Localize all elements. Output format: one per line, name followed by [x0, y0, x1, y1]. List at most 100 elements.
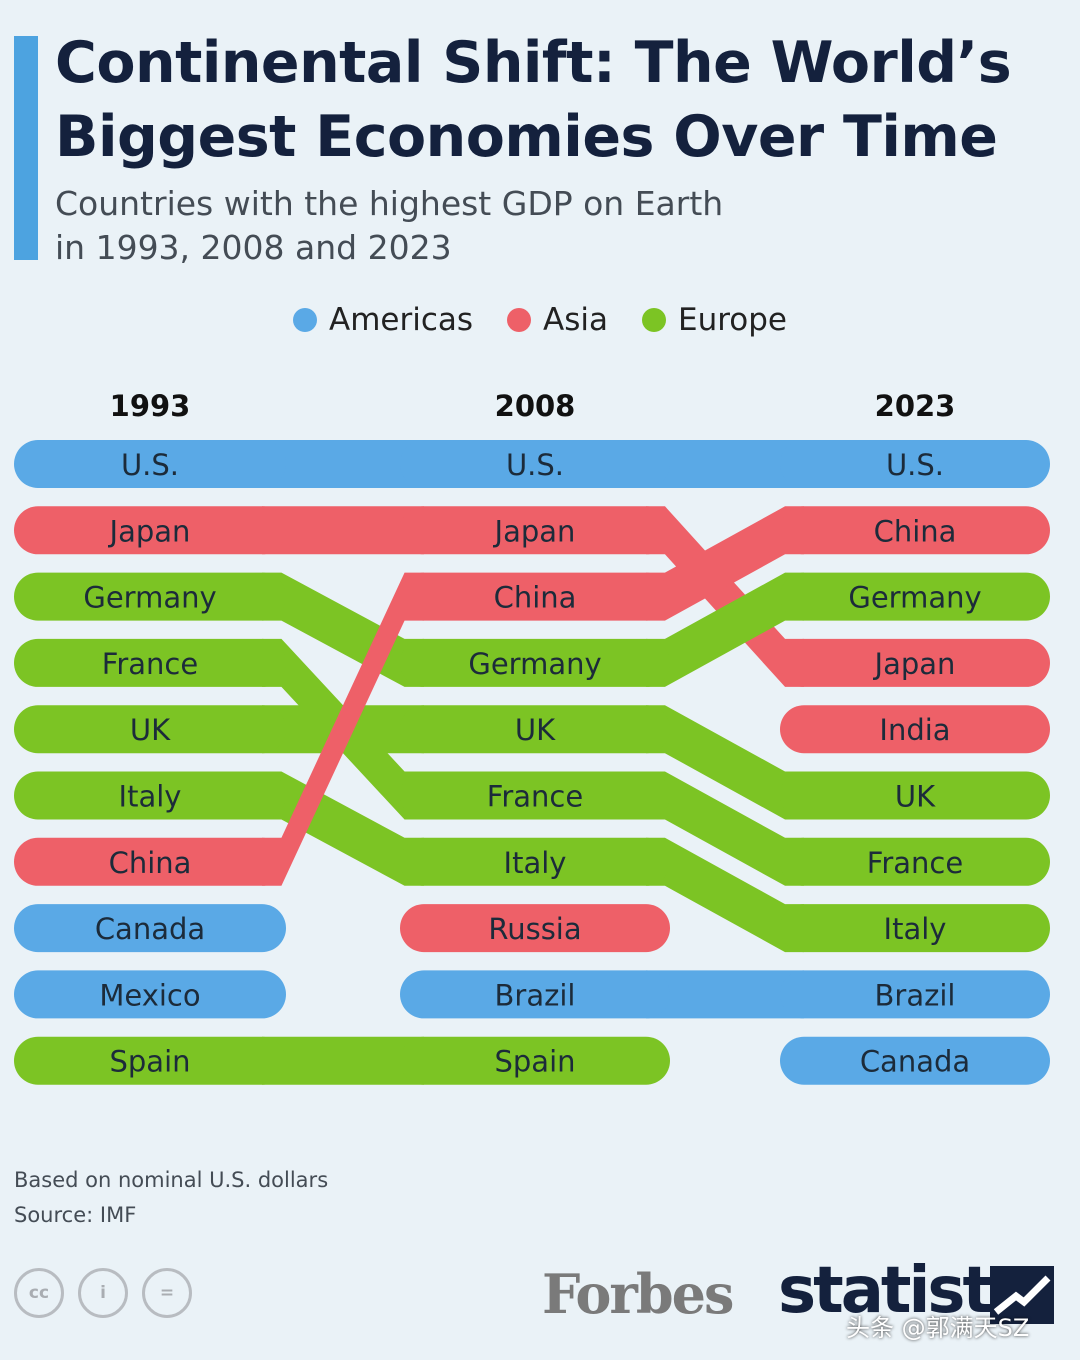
pill-germany-2023 [780, 572, 1050, 621]
pills-layer [14, 440, 1050, 1085]
label-germany-1993: Germany [83, 581, 216, 615]
label-u-s-1993: U.S. [121, 448, 179, 482]
ranking-chart: 1993 2008 2023 U.S. Japan Germany France UK Ital… [14, 389, 1050, 1085]
year-header-2008: 2008 [495, 389, 576, 423]
band-france-2008-2023 [646, 771, 804, 886]
pill-brazil-2023 [780, 970, 1050, 1019]
pill-france-1993 [14, 638, 286, 687]
label-spain-1993: Spain [109, 1045, 190, 1079]
labels-layer: U.S. Japan Germany France UK Italy China Canada… [83, 448, 981, 1079]
pill-india-2023 [780, 705, 1050, 754]
label-china-2023: China [874, 514, 957, 548]
legend-dot-asia [507, 308, 532, 332]
pill-uk-2023 [780, 771, 1050, 820]
pill-china-1993 [14, 837, 286, 886]
band-brazil-2008-2023 [646, 970, 804, 1019]
pill-italy-2008 [400, 837, 670, 886]
forbes-logo: Forbes [542, 1262, 734, 1326]
legend-label-asia: Asia [543, 302, 608, 338]
year-header-2023: 2023 [875, 389, 956, 423]
watermark: 头条 @郭满天SZ [846, 1314, 1030, 1342]
title-accent-bar [14, 36, 38, 260]
band-china-1993-2008 [262, 572, 424, 886]
pill-japan-2023 [780, 638, 1050, 687]
pill-china-2023 [780, 506, 1050, 555]
label-u-s-2008: U.S. [506, 448, 564, 482]
page-title: Continental Shift: The World’s Biggest E… [55, 30, 1012, 170]
pill-france-2023 [780, 837, 1050, 886]
year-header-1993: 1993 [110, 389, 191, 423]
legend-item-asia: Asia [507, 302, 608, 338]
statista-mark-icon [990, 1266, 1054, 1324]
legend-dot-europe [641, 308, 666, 332]
subtitle-line-1: Countries with the highest GDP on Earth [55, 184, 724, 223]
pill-uk-1993 [14, 705, 286, 754]
label-france-1993: France [102, 647, 198, 681]
pill-italy-2023 [780, 904, 1050, 953]
label-mexico-1993: Mexico [99, 978, 200, 1012]
band-spain-1993-2008 [262, 1036, 424, 1085]
band-u-s-1993-2008 [262, 440, 424, 488]
by-icon: i [78, 1268, 128, 1318]
label-germany-2023: Germany [848, 581, 981, 615]
pill-france-2008 [400, 771, 670, 820]
pill-germany-1993 [14, 572, 286, 621]
bands-layer [262, 440, 804, 1085]
label-canada-1993: Canada [95, 912, 205, 946]
footer-note: Based on nominal U.S. dollars [14, 1168, 329, 1192]
label-russia-2008: Russia [488, 912, 581, 946]
legend-dot-americas [292, 308, 317, 332]
pill-u-s-2008 [400, 440, 670, 488]
label-china-2008: China [494, 581, 577, 615]
pill-russia-2008 [400, 904, 670, 953]
license-icons: cc i = [14, 1268, 192, 1318]
legend: Americas Asia Europe [0, 298, 1080, 342]
band-germany-2008-2023 [646, 572, 804, 687]
pill-canada-1993 [14, 904, 286, 953]
label-germany-2008: Germany [468, 647, 601, 681]
label-france-2008: France [487, 780, 583, 814]
pill-u-s-2023 [780, 440, 1050, 488]
label-brazil-2023: Brazil [875, 978, 956, 1012]
pill-canada-2023 [780, 1036, 1050, 1085]
pill-spain-2008 [400, 1036, 670, 1085]
pill-japan-1993 [14, 506, 286, 555]
label-uk-2023: UK [895, 780, 936, 814]
band-u-s-2008-2023 [646, 440, 804, 488]
label-india-2023: India [879, 713, 950, 747]
pill-uk-2008 [400, 705, 670, 754]
nd-icon: = [142, 1268, 192, 1318]
label-china-1993: China [109, 846, 192, 880]
legend-item-americas: Americas [292, 302, 474, 338]
label-canada-2023: Canada [860, 1045, 970, 1079]
pill-germany-2008 [400, 638, 670, 687]
pill-china-2008 [400, 572, 670, 621]
label-uk-2008: UK [515, 713, 556, 747]
label-uk-1993: UK [130, 713, 171, 747]
label-france-2023: France [867, 846, 963, 880]
label-italy-2023: Italy [884, 912, 947, 946]
pill-brazil-2008 [400, 970, 670, 1019]
pill-spain-1993 [14, 1036, 286, 1085]
label-spain-2008: Spain [494, 1045, 575, 1079]
label-japan-2023: Japan [873, 647, 956, 681]
label-u-s-2023: U.S. [886, 448, 944, 482]
pill-u-s-1993 [14, 440, 286, 488]
label-japan-1993: Japan [108, 514, 191, 548]
legend-item-europe: Europe [641, 302, 787, 338]
band-uk-2008-2023 [646, 705, 804, 820]
pill-mexico-1993 [14, 970, 286, 1019]
cc-icon: cc [14, 1268, 64, 1318]
pill-japan-2008 [400, 506, 670, 555]
page-subtitle: Countries with the highest GDP on Earth … [55, 182, 955, 270]
footer-source: Source: IMF [14, 1203, 137, 1227]
label-italy-2008: Italy [504, 846, 567, 880]
pill-italy-1993 [14, 771, 286, 820]
legend-label-americas: Americas [328, 302, 474, 338]
subtitle-line-2: in 1993, 2008 and 2023 [55, 228, 452, 267]
legend-label-europe: Europe [677, 302, 787, 338]
label-japan-2008: Japan [493, 514, 576, 548]
band-italy-2008-2023 [646, 837, 804, 953]
label-italy-1993: Italy [119, 780, 182, 814]
label-brazil-2008: Brazil [495, 978, 576, 1012]
